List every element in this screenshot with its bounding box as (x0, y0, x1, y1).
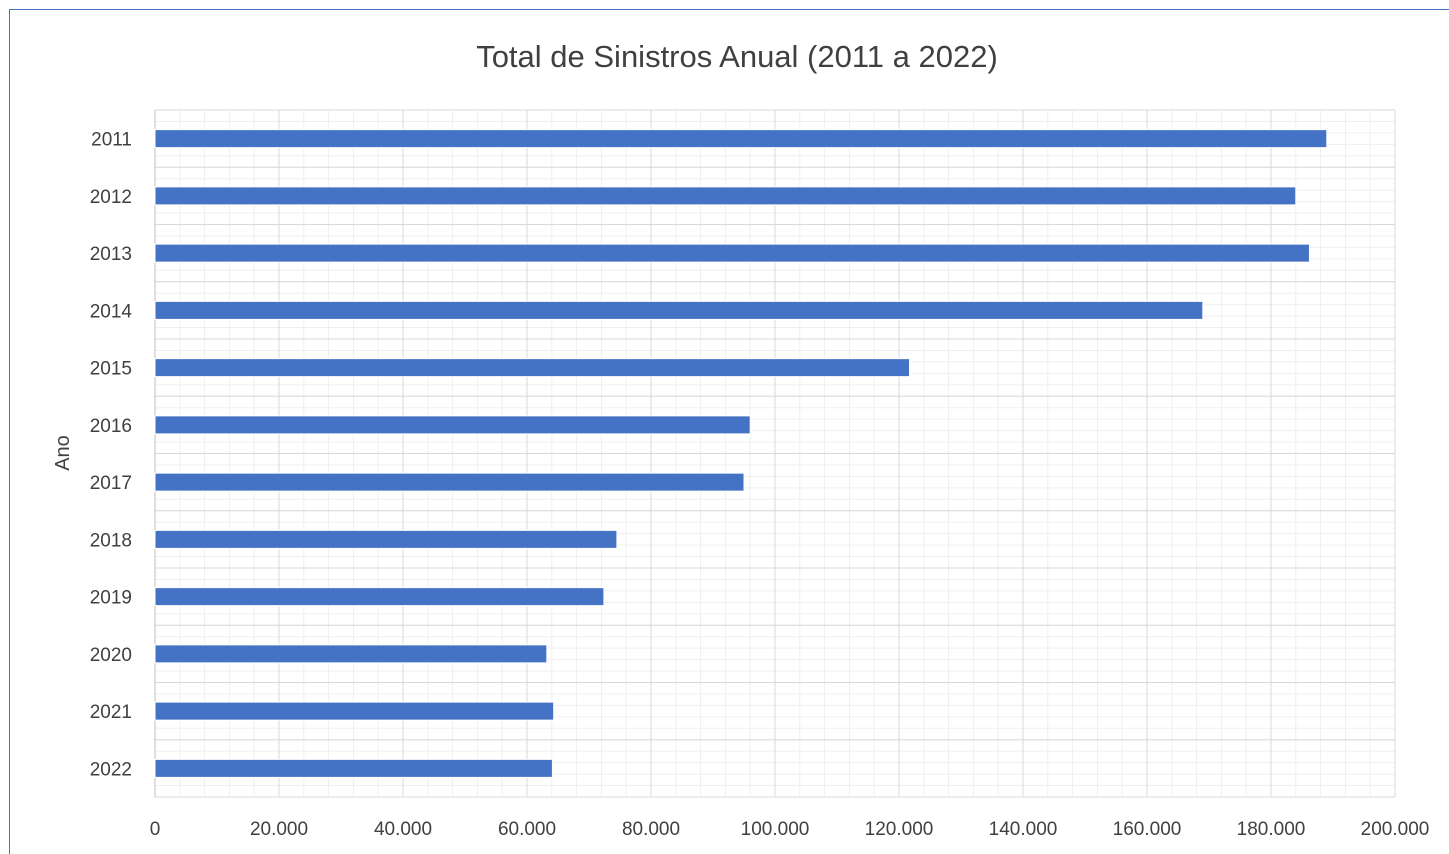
bar-2022 (154, 758, 553, 778)
y-tick-label: 2016 (90, 416, 132, 437)
x-tick-label: 180.000 (1237, 819, 1306, 840)
bar-2011 (154, 129, 1328, 149)
x-tick-labels: 0 20.000 40.000 60.000 80.000 100.000 120.000 1… (150, 819, 1430, 840)
bar-2012 (154, 186, 1297, 206)
y-tick-label: 2017 (90, 473, 132, 494)
y-tick-label: 2018 (90, 530, 132, 551)
y-tick-label: 2021 (90, 702, 132, 723)
x-tick-label: 20.000 (250, 819, 308, 840)
y-tick-label: 2019 (90, 588, 132, 609)
x-tick-label: 200.000 (1361, 819, 1430, 840)
y-tick-labels: 2011 2012 2013 2014 2015 2016 2017 2018 2019 2020… (90, 130, 133, 781)
chart-title: Total de Sinistros Anual (2011 a 2022) (476, 39, 998, 74)
y-tick-label: 2011 (91, 130, 132, 151)
bar-2020 (154, 644, 548, 664)
bar-2013 (154, 243, 1310, 263)
x-tick-label: 140.000 (989, 819, 1058, 840)
bar-2016 (154, 415, 751, 435)
y-tick-label: 2014 (90, 301, 133, 322)
bar-2019 (154, 587, 605, 607)
bar-2018 (154, 529, 618, 549)
x-tick-label: 0 (150, 819, 161, 840)
bars (154, 129, 1328, 778)
x-tick-label: 80.000 (622, 819, 680, 840)
y-axis-label: Ano (52, 435, 74, 471)
y-tick-label: 2015 (90, 359, 132, 380)
bar-2014 (154, 300, 1204, 320)
bar-2021 (154, 701, 555, 721)
x-tick-label: 40.000 (374, 819, 432, 840)
x-tick-label: 120.000 (865, 819, 934, 840)
y-tick-label: 2020 (90, 645, 132, 666)
y-tick-label: 2022 (90, 759, 132, 780)
grid (154, 109, 1396, 798)
bar-2017 (154, 472, 745, 492)
x-tick-label: 160.000 (1113, 819, 1182, 840)
x-tick-label: 100.000 (741, 819, 810, 840)
bar-2015 (154, 358, 911, 378)
y-tick-label: 2013 (90, 244, 132, 265)
x-tick-label: 60.000 (498, 819, 556, 840)
y-tick-label: 2012 (90, 187, 132, 208)
